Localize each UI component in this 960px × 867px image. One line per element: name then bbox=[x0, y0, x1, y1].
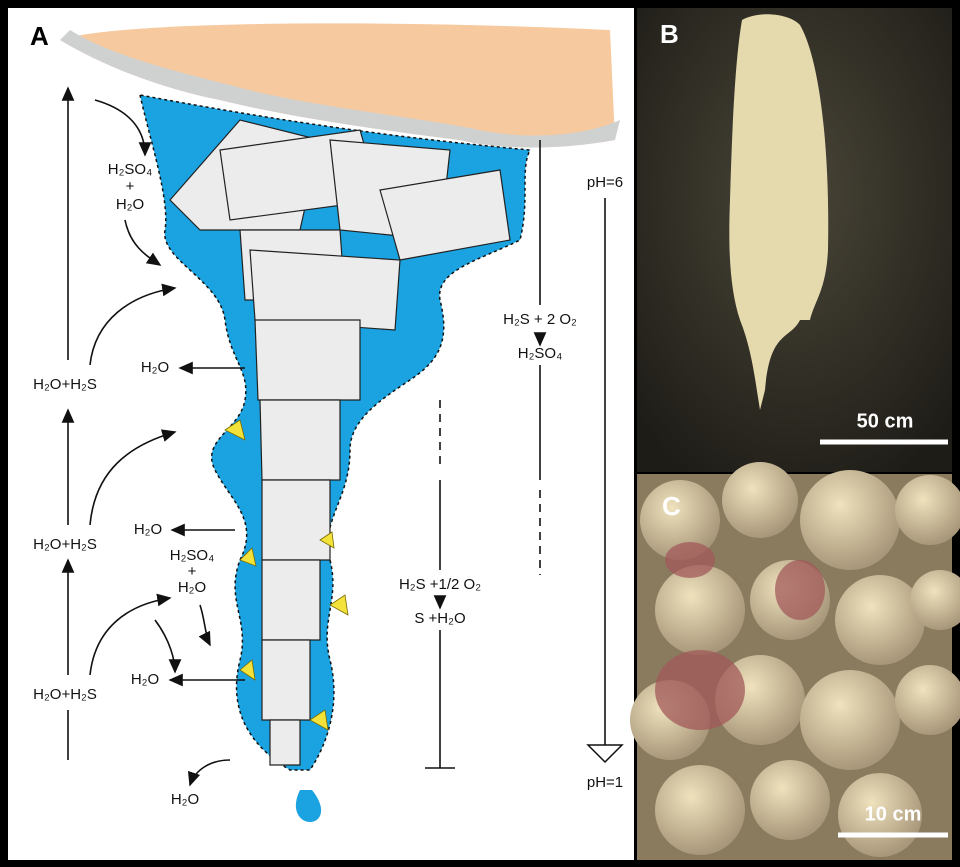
reaction-text: H₂O bbox=[178, 579, 206, 596]
panel-a: A H₂SO₄ + H₂O H₂O H₂O+H₂S H₂O+H₂S H₂O H₂… bbox=[8, 8, 634, 860]
reaction-text: H₂O bbox=[134, 521, 162, 538]
reaction-text: + bbox=[188, 563, 197, 580]
panel-c: C 10 cm bbox=[630, 462, 960, 860]
panel-label: A bbox=[30, 21, 49, 51]
reaction-text: S +H₂O bbox=[414, 610, 465, 627]
figure: A H₂SO₄ + H₂O H₂O H₂O+H₂S H₂O+H₂S H₂O H₂… bbox=[0, 0, 960, 867]
reaction-text: H₂O+H₂S bbox=[33, 376, 97, 393]
reaction-text: H₂S + 2 O₂ bbox=[503, 311, 577, 328]
reaction-text: H₂O bbox=[131, 671, 159, 688]
reaction-text: H₂O+H₂S bbox=[33, 686, 97, 703]
panel-label: B bbox=[660, 19, 679, 49]
ph-label: pH=6 bbox=[587, 174, 623, 191]
reaction-text: H₂O bbox=[141, 359, 169, 376]
scale-label: 50 cm bbox=[857, 410, 914, 432]
panel-b: B 50 cm bbox=[637, 8, 952, 472]
reaction-text: H₂SO₄ bbox=[108, 161, 152, 178]
reaction-text: H₂SO₄ bbox=[170, 547, 214, 564]
reaction-text: H₂O bbox=[116, 196, 144, 213]
reaction-text: + bbox=[126, 178, 135, 195]
panel-label: C bbox=[662, 491, 681, 521]
reaction-text: H₂O+H₂S bbox=[33, 536, 97, 553]
reaction-text: H₂O bbox=[171, 791, 199, 808]
reaction-text: H₂SO₄ bbox=[518, 345, 562, 362]
ph-label: pH=1 bbox=[587, 774, 623, 791]
reaction-text: H₂S +1/2 O₂ bbox=[399, 576, 481, 593]
scale-label: 10 cm bbox=[865, 803, 922, 825]
